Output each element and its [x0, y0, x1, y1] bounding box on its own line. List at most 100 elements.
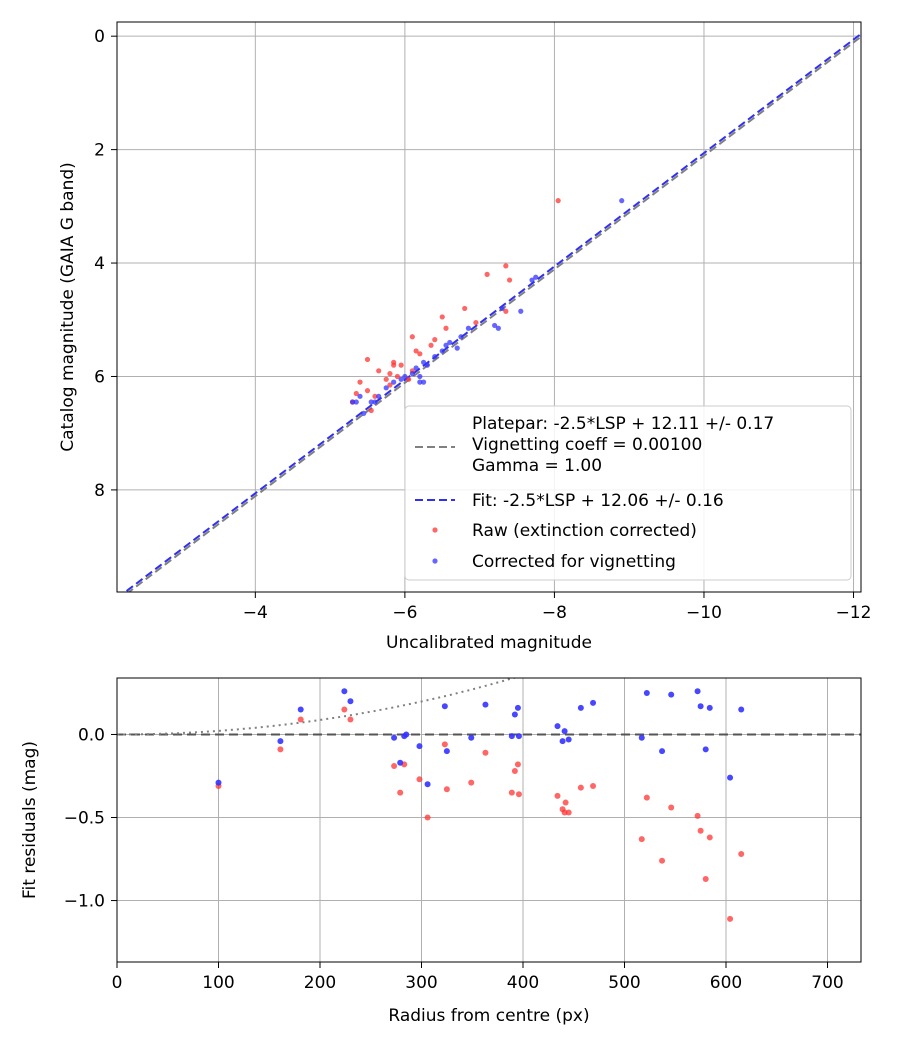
y-tick-label: 0.0: [78, 725, 105, 745]
residuals-x-axis-label: Radius from centre (px): [388, 1006, 589, 1026]
corrected-point: [499, 305, 505, 312]
raw-residual-point: [508, 789, 515, 796]
corrected-residual-point: [511, 711, 518, 718]
corrected-point: [383, 385, 389, 391]
raw-point: [368, 407, 374, 414]
x-tick-label: 400: [507, 973, 539, 993]
y-tick-label: 8: [94, 481, 105, 501]
legend-platepar-label: Platepar: -2.5*LSP + 12.11 +/- 0.17: [472, 414, 774, 434]
raw-point: [394, 373, 401, 380]
residuals-x-ticks: 0 100 200 300 400 500 600 700: [112, 962, 844, 993]
corrected-residual-point: [565, 736, 572, 743]
raw-residual-point: [443, 786, 450, 793]
legend-box: [404, 405, 852, 581]
raw-residual-point: [397, 789, 404, 796]
raw-point: [364, 388, 371, 394]
legend-marker: [432, 558, 438, 564]
corrected-point: [619, 198, 625, 204]
raw-residual-point: [347, 716, 354, 723]
corrected-residual-point: [694, 688, 701, 695]
raw-point: [484, 271, 490, 277]
y-tick-label: 0: [94, 27, 105, 47]
corrected-residual-point: [559, 738, 566, 745]
corrected-residual-point: [638, 734, 645, 741]
raw-residual-point: [424, 814, 431, 821]
raw-residual-point: [341, 706, 348, 713]
raw-point: [462, 305, 468, 312]
corrected-point: [492, 322, 498, 329]
legend-marker: [432, 527, 438, 533]
corrected-residual-point: [391, 734, 398, 741]
corrected-residual-point: [727, 774, 734, 781]
calibration-points: [349, 198, 625, 416]
raw-point: [387, 382, 393, 388]
x-tick-label: 100: [202, 973, 234, 993]
raw-point: [432, 337, 438, 343]
legend-series-label: Corrected for vignetting: [472, 552, 676, 572]
corrected-point: [409, 371, 415, 377]
corrected-point: [413, 365, 419, 371]
raw-point: [364, 356, 371, 363]
raw-residual-point: [659, 857, 666, 864]
raw-point: [417, 351, 423, 357]
corrected-residual-point: [441, 703, 448, 710]
raw-point: [439, 314, 445, 320]
corrected-residual-point: [443, 748, 450, 755]
corrected-point: [420, 359, 427, 365]
raw-residual-point: [590, 782, 597, 789]
corrected-residual-point: [643, 689, 650, 696]
raw-residual-point: [577, 784, 584, 791]
corrected-point: [402, 373, 408, 380]
corrected-point: [439, 348, 445, 354]
x-tick-label: 0: [112, 973, 123, 993]
legend-platepar-label: Vignetting coeff = 0.00100: [472, 435, 702, 455]
corrected-point: [391, 379, 397, 385]
raw-point: [473, 319, 479, 326]
corrected-point: [447, 339, 453, 346]
corrected-residual-point: [561, 728, 568, 735]
corrected-residual-point: [577, 704, 584, 711]
x-tick-label: −8: [542, 603, 567, 623]
corrected-residual-point: [554, 723, 561, 730]
raw-residual-point: [562, 799, 569, 806]
corrected-residual-point: [416, 743, 423, 750]
raw-residual-point: [511, 768, 518, 775]
corrected-residual-point: [515, 733, 522, 740]
corrected-point: [443, 342, 449, 348]
raw-point: [555, 198, 561, 204]
raw-residual-point: [416, 776, 423, 783]
residuals-y-ticks: 0.0 −0.5 −1.0: [64, 725, 117, 912]
corrected-point: [420, 379, 427, 385]
raw-residual-point: [738, 851, 745, 858]
corrected-point: [533, 274, 539, 280]
x-tick-label: 700: [811, 973, 843, 993]
corrected-residual-point: [277, 738, 284, 745]
raw-point: [428, 342, 434, 348]
raw-point: [383, 376, 389, 382]
raw-residual-point: [515, 791, 522, 798]
raw-residual-point: [694, 812, 701, 819]
corrected-residual-point: [514, 704, 521, 711]
raw-residual-point: [468, 779, 475, 786]
corrected-point: [454, 345, 460, 351]
calibration-plot-frame: [116, 21, 862, 593]
corrected-point: [495, 325, 501, 331]
raw-residual-point: [697, 827, 704, 834]
raw-residual-point: [391, 763, 398, 770]
corrected-residual-point: [347, 698, 354, 705]
x-tick-label: 600: [710, 973, 742, 993]
corrected-residual-point: [508, 733, 515, 740]
corrected-point: [398, 376, 404, 382]
corrected-residual-point: [468, 734, 475, 741]
legend-platepar-label: Gamma = 1.00: [472, 456, 602, 476]
calibration-y-axis-label: Catalog magnitude (GAIA G band): [58, 162, 78, 452]
x-tick-label: −12: [836, 603, 872, 623]
corrected-residual-point: [706, 704, 713, 711]
corrected-point: [417, 379, 423, 385]
raw-point: [353, 390, 359, 397]
corrected-point: [432, 354, 438, 360]
y-tick-label: −0.5: [64, 809, 105, 829]
raw-point: [443, 325, 449, 331]
corrected-point: [458, 334, 464, 340]
raw-point: [413, 348, 419, 354]
